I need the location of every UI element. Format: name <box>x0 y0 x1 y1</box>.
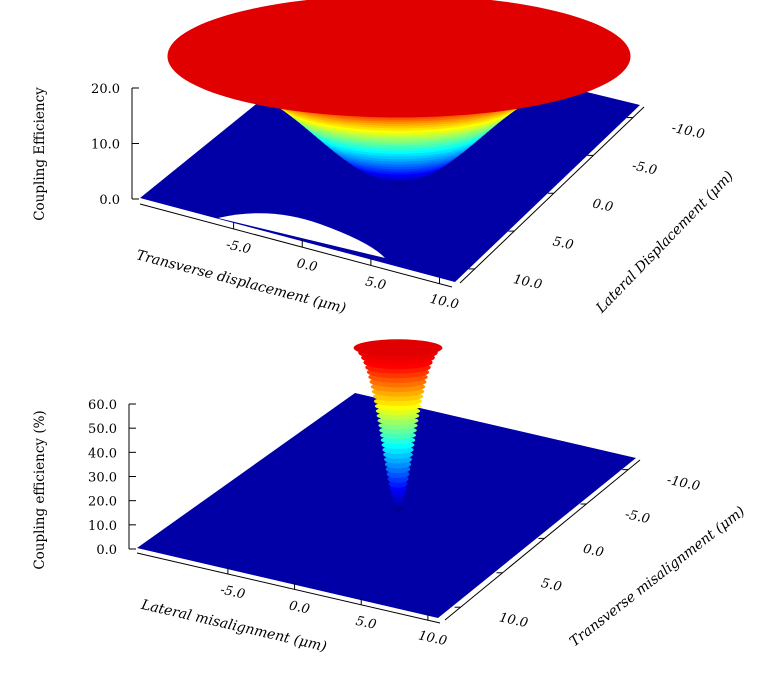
z-tick-label: 0.0 <box>99 193 120 208</box>
y-tick-label: 0.0 <box>582 542 605 561</box>
y-label-top: Lateral Displacement (μm) <box>593 168 737 317</box>
x-tick-label: 10.0 <box>417 628 448 649</box>
y-tick-label: 5.0 <box>540 576 563 595</box>
x-tick-label: 5.0 <box>354 614 377 633</box>
front-cutaway-top <box>218 213 385 258</box>
x-axis-bottom <box>136 552 441 624</box>
surface-base-bottom <box>137 393 636 618</box>
y-label-bottom: Transverse misalignment (μm) <box>567 504 748 651</box>
y-ticks-top: -10.0 -5.0 0.0 5.0 10.0 <box>468 117 706 293</box>
chart-bottom: 0.0 10.0 20.0 30.0 40.0 50.0 60.0 -5.0 0.0 5.0 10… <box>32 339 748 655</box>
z-tick-label: 40.0 <box>88 446 117 461</box>
z-tick-label: 30.0 <box>88 471 117 486</box>
x-tick-label: 0.0 <box>288 598 311 617</box>
y-tick-label: 10.0 <box>498 610 529 631</box>
x-ticks-bottom: -5.0 0.0 5.0 10.0 <box>219 567 448 649</box>
x-label-top: Transverse displacement (μm) <box>134 247 347 317</box>
y-axis-bottom <box>444 459 641 621</box>
x-ticks-top: -5.0 0.0 5.0 10.0 <box>225 221 460 313</box>
z-tick-label: 0.0 <box>96 543 117 558</box>
x-tick-label: 10.0 <box>429 292 460 313</box>
surface-top <box>167 0 631 186</box>
x-tick-label: -5.0 <box>219 583 247 603</box>
surface-band <box>167 0 631 118</box>
y-tick-label: -5.0 <box>631 159 659 179</box>
z-ticks-top: 0.0 10.0 20.0 <box>91 82 139 208</box>
y-tick-label: 5.0 <box>551 234 574 253</box>
y-tick-label: -10.0 <box>670 121 706 143</box>
y-tick-label: -10.0 <box>665 473 701 495</box>
z-tick-label: 60.0 <box>88 398 117 413</box>
y-tick-label: -5.0 <box>624 507 652 527</box>
y-axis-top <box>459 106 645 284</box>
surface-band <box>353 339 443 357</box>
z-label-bottom: Coupling efficiency (%) <box>32 410 48 569</box>
x-axis-top <box>139 203 453 288</box>
y-tick-label: 10.0 <box>512 272 543 293</box>
y-tick-label: 0.0 <box>591 196 614 215</box>
z-tick-label: 20.0 <box>88 495 117 510</box>
z-ticks-bottom: 0.0 10.0 20.0 30.0 40.0 50.0 60.0 <box>88 398 136 558</box>
z-tick-label: 50.0 <box>88 422 117 437</box>
z-tick-label: 10.0 <box>91 138 120 153</box>
y-ticks-bottom: -10.0 -5.0 0.0 5.0 10.0 <box>454 469 701 631</box>
surface-bottom <box>353 339 443 512</box>
z-tick-label: 20.0 <box>91 82 120 97</box>
x-tick-label: -5.0 <box>225 238 253 258</box>
z-tick-label: 10.0 <box>88 519 117 534</box>
x-tick-label: 0.0 <box>295 256 318 275</box>
chart-top: 0.0 10.0 20.0 -5.0 0.0 5.0 10.0 -10.0 -5.0 0.0 5… <box>32 0 737 317</box>
z-label-top: Coupling Efficiency <box>32 87 48 221</box>
x-tick-label: 5.0 <box>364 275 387 294</box>
